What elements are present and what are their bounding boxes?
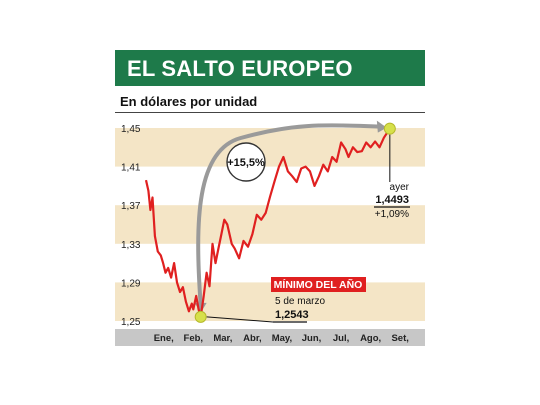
last-change: +1,09% (375, 209, 409, 220)
min-leader-line (206, 316, 274, 323)
x-tick-label: Feb, (184, 333, 204, 344)
y-tick-label: 1,45 (121, 124, 141, 135)
x-tick-label: Jun, (302, 333, 322, 344)
title-bar: EL SALTO EUROPEO (115, 50, 425, 86)
y-tick-label: 1,33 (121, 240, 141, 251)
x-axis-ticks: Ene, Feb, Mar, Abr, May, Jun, Jul, Ago, Set, (154, 333, 409, 344)
x-axis-bar (115, 329, 425, 346)
min-badge-label: MÍNIMO DEL AÑO (274, 278, 363, 291)
last-label: ayer (390, 182, 410, 193)
min-value: 1,2543 (275, 309, 309, 321)
y-tick-label: 1,37 (121, 201, 141, 212)
x-tick-label: Ago, (360, 333, 381, 344)
band-0 (115, 282, 425, 321)
chart-title: EL SALTO EUROPEO (127, 56, 353, 81)
last-value: 1,4493 (375, 194, 409, 206)
y-tick-label: 1,29 (121, 278, 141, 289)
gain-arrow-head-right (376, 120, 387, 133)
y-tick-label: 1,41 (121, 163, 141, 174)
background-bands (115, 128, 425, 321)
x-tick-label: Ene, (154, 333, 174, 344)
series-line-eur-usd (144, 128, 391, 318)
x-tick-label: Jul, (333, 333, 349, 344)
min-date: 5 de marzo (275, 296, 325, 307)
last-annotation: ayer 1,4493 +1,09% (374, 134, 410, 220)
band-2 (115, 205, 425, 244)
subtitle-rule (115, 112, 425, 113)
x-tick-label: Abr, (243, 333, 261, 344)
gain-arrow (196, 123, 381, 305)
change-circle: +15,5% (226, 142, 266, 182)
band-4 (115, 128, 425, 167)
min-point-marker (194, 310, 207, 323)
min-annotation: MÍNIMO DEL AÑO 5 de marzo 1,2543 (206, 277, 366, 323)
min-badge (271, 277, 366, 292)
last-point-marker (383, 122, 396, 135)
y-tick-label: 1,25 (121, 317, 141, 328)
x-tick-label: Set, (391, 333, 408, 344)
change-circle-label: +15,5% (227, 157, 265, 169)
x-tick-label: May, (272, 333, 292, 344)
chart-subtitle: En dólares por unidad (120, 94, 258, 109)
y-axis-ticks: 1,25 1,29 1,33 1,37 1,41 1,45 (121, 124, 141, 328)
x-tick-label: Mar, (213, 333, 232, 344)
